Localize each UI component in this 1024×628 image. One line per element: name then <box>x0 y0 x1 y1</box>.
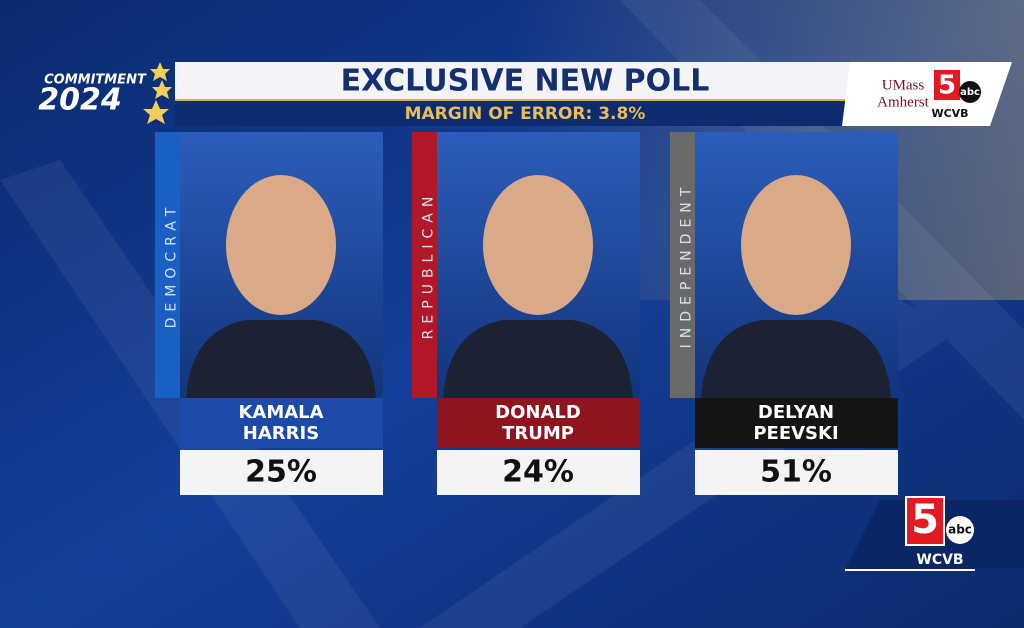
corner-network-circle <box>946 516 974 544</box>
name-box <box>437 398 640 448</box>
corner-logo-box <box>905 496 945 546</box>
station-logo-box <box>934 70 960 100</box>
result: 24% <box>502 455 574 490</box>
party-label: DEMOCRAT <box>164 202 180 329</box>
corner-rule <box>845 569 975 571</box>
portrait-shoulders <box>701 320 891 398</box>
result-box <box>695 450 898 495</box>
logo-panel <box>842 62 1012 126</box>
name-box <box>695 398 898 448</box>
gold-rule <box>175 99 865 101</box>
party-label: INDEPENDENT <box>679 182 695 349</box>
brand-year: 2024 <box>38 83 122 118</box>
party-strip <box>412 132 437 398</box>
network-circle <box>959 81 981 103</box>
corner-network: abc <box>948 523 972 537</box>
portrait-shoulders <box>443 320 633 398</box>
name-box <box>180 398 383 448</box>
station-number: 5 <box>938 71 956 101</box>
portrait-shoulders <box>186 320 376 398</box>
title-bar <box>175 62 865 102</box>
candidate-name: DONALD <box>495 402 581 423</box>
subtitle-bar <box>175 100 865 126</box>
candidate-name: KAMALA <box>238 402 323 423</box>
subtitle: MARGIN OF ERROR: 3.8% <box>405 104 646 124</box>
candidate-name: PEEVSKI <box>753 423 838 444</box>
result: 51% <box>760 455 832 490</box>
candidate-name: TRUMP <box>502 423 574 444</box>
partner-line-1: UMass <box>882 77 925 93</box>
portrait-head <box>741 175 851 315</box>
network: abc <box>960 87 980 98</box>
candidate-name: HARRIS <box>243 423 319 444</box>
brand-top: COMMITMENT <box>44 73 147 88</box>
title: EXCLUSIVE NEW POLL <box>341 64 710 99</box>
result-box <box>437 450 640 495</box>
result-box <box>180 450 383 495</box>
party-label: REPUBLICAN <box>421 191 437 340</box>
corner-station: WCVB <box>916 552 963 568</box>
partner-line-2: Amherst <box>877 94 929 110</box>
stars <box>143 62 172 124</box>
portrait-head <box>226 175 336 315</box>
party-strip <box>670 132 695 398</box>
corner-number: 5 <box>911 497 939 543</box>
portrait-head <box>483 175 593 315</box>
station: WCVB <box>931 107 968 120</box>
candidate-name: DELYAN <box>758 402 834 423</box>
party-strip <box>155 132 180 398</box>
result: 25% <box>245 455 317 490</box>
